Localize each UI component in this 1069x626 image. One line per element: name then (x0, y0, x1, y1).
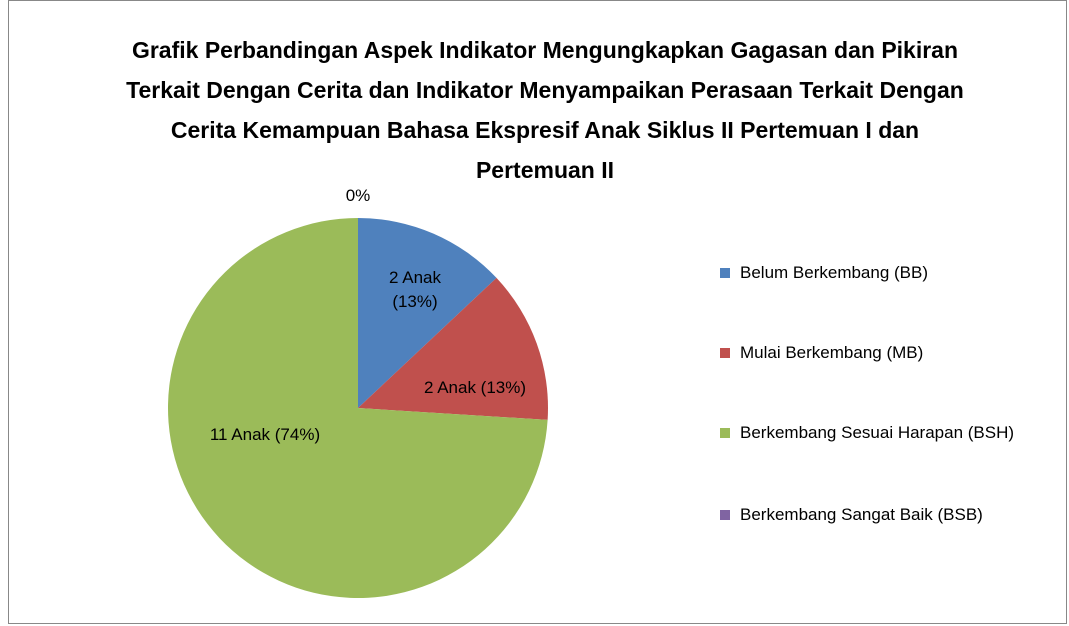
data-label: 0% (345, 186, 371, 205)
legend-swatch (720, 268, 730, 278)
legend-item: Berkembang Sangat Baik (BSB) (720, 502, 1020, 528)
legend-swatch (720, 510, 730, 520)
pie-slice (358, 277, 548, 420)
chart-title: Grafik Perbandingan Aspek Indikator Meng… (126, 37, 964, 183)
pie-slice (358, 218, 497, 408)
pie-slice (168, 218, 548, 598)
legend-item: Berkembang Sesuai Harapan (BSH) (720, 420, 1020, 446)
legend-label: Belum Berkembang (BB) (740, 263, 929, 282)
legend-swatch (720, 428, 730, 438)
data-label: 2 Anak (13%) (389, 268, 441, 311)
legend-label: Mulai Berkembang (MB) (740, 343, 924, 362)
data-label: 2 Anak (13%) (423, 378, 527, 397)
data-label: 11 Anak (74%) (209, 425, 321, 444)
legend-item: Mulai Berkembang (MB) (720, 340, 1020, 366)
legend-swatch (720, 348, 730, 358)
legend-label: Berkembang Sangat Baik (BSB) (740, 505, 983, 524)
legend-item: Belum Berkembang (BB) (720, 260, 1020, 286)
legend-label: Berkembang Sesuai Harapan (BSH) (740, 423, 1015, 442)
chart-border (8, 0, 1067, 624)
